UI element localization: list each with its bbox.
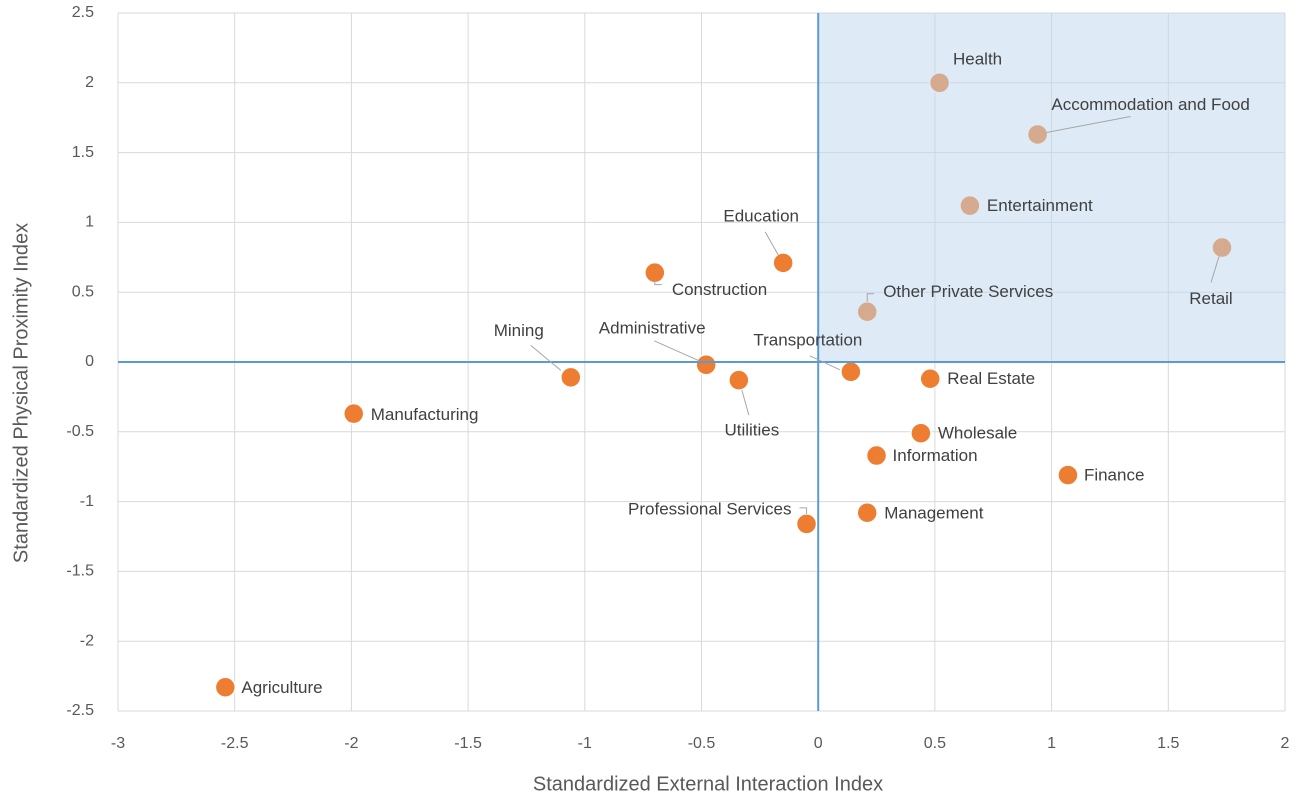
point [919, 368, 941, 390]
point-label: Accommodation and Food [1051, 95, 1249, 114]
leader-line [1210, 256, 1220, 283]
point-label: Other Private Services [883, 282, 1053, 301]
leader-line [654, 280, 662, 286]
point [865, 444, 888, 467]
x-tick-label: -0.5 [688, 735, 716, 752]
y-tick-label: -1.5 [66, 563, 94, 580]
point-label: Information [893, 446, 978, 465]
x-axis-title: Standardized External Interaction Index [533, 773, 883, 795]
y-tick-label: -2.5 [66, 702, 94, 719]
point-label: Agriculture [241, 678, 322, 697]
x-tick-label: -2.5 [221, 735, 249, 752]
y-tick-label: -0.5 [66, 423, 94, 440]
x-tick-label: 1.5 [1157, 735, 1179, 752]
point [342, 402, 365, 425]
y-tick-label: -1 [80, 493, 94, 510]
point [1057, 464, 1079, 486]
point [772, 252, 794, 274]
point [695, 354, 717, 376]
point-label: Real Estate [947, 369, 1035, 388]
leader-line [764, 231, 779, 256]
point-label: Entertainment [987, 196, 1093, 215]
y-tick-label: -2 [80, 632, 94, 649]
leader-line [799, 507, 808, 514]
x-tick-label: -1.5 [454, 735, 482, 752]
leader-line [809, 355, 841, 371]
highlight-quadrant [818, 13, 1285, 362]
point [560, 366, 582, 389]
x-tick-label: 1 [1047, 735, 1056, 752]
y-tick-label: 1.5 [72, 144, 94, 161]
point-label: Wholesale [938, 424, 1017, 443]
y-tick-label: 0.5 [72, 283, 94, 300]
x-tick-label: 0 [814, 735, 823, 752]
y-tick-label: 2.5 [72, 4, 94, 21]
y-tick-label: 1 [85, 214, 94, 231]
point [214, 676, 237, 699]
x-tick-label: -2 [344, 735, 358, 752]
y-axis-title: Standardized Physical Proximity Index [10, 223, 32, 563]
point [728, 369, 750, 391]
point [795, 513, 818, 535]
point [910, 422, 932, 444]
point-label: Construction [672, 280, 767, 299]
point-label: Finance [1084, 466, 1144, 485]
x-tick-label: -3 [111, 735, 125, 752]
point [644, 261, 666, 284]
point-label: Health [953, 49, 1002, 68]
leader-line [866, 293, 875, 302]
leader-line [1046, 115, 1131, 133]
point-label: Professional Services [628, 499, 791, 518]
point [840, 361, 862, 383]
point-label: Transportation [753, 330, 862, 349]
point [856, 502, 878, 524]
y-tick-label: 0 [85, 353, 94, 370]
point-label: Administrative [599, 318, 706, 337]
point-label: Mining [494, 321, 544, 340]
leader-line [530, 344, 562, 371]
point-label: Education [723, 206, 799, 225]
point-label: Management [884, 503, 984, 522]
leader-line [741, 390, 750, 416]
point-label: Retail [1189, 289, 1232, 308]
leader-line [653, 340, 700, 362]
x-tick-label: 2 [1281, 735, 1290, 752]
point-label: Utilities [724, 421, 779, 440]
x-tick-label: 0.5 [924, 735, 946, 752]
y-tick-label: 2 [85, 74, 94, 91]
x-tick-label: -1 [578, 735, 592, 752]
point-label: Manufacturing [371, 405, 479, 424]
